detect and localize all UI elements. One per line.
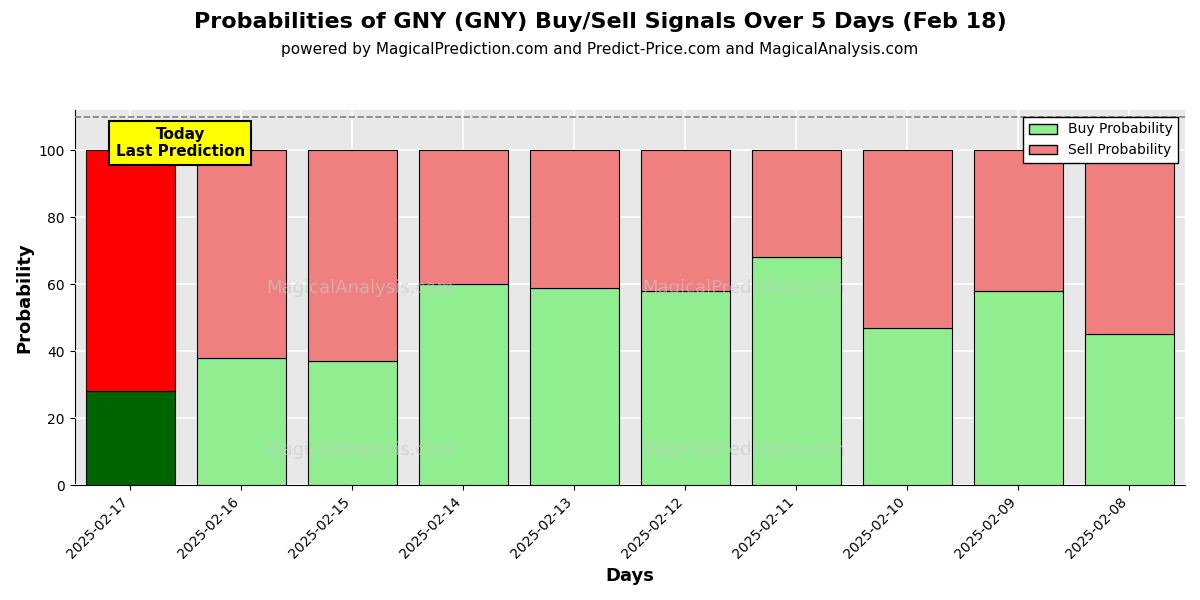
Text: MagicalAnalysis.com: MagicalAnalysis.com [266, 279, 454, 297]
Bar [974, 150, 1063, 291]
Legend: Buy Probability, Sell Probability: Buy Probability, Sell Probability [1024, 117, 1178, 163]
Text: MagicalPrediction.com: MagicalPrediction.com [642, 441, 846, 459]
Bar [530, 287, 619, 485]
Bar [530, 150, 619, 287]
Text: MagicalAnalysis.com: MagicalAnalysis.com [266, 441, 454, 459]
X-axis label: Days: Days [605, 567, 654, 585]
Bar [197, 150, 286, 358]
Text: powered by MagicalPrediction.com and Predict-Price.com and MagicalAnalysis.com: powered by MagicalPrediction.com and Pre… [281, 42, 919, 57]
Bar [197, 358, 286, 485]
Bar [641, 291, 730, 485]
Text: MagicalPrediction.com: MagicalPrediction.com [642, 279, 846, 297]
Bar [85, 391, 174, 485]
Text: Today
Last Prediction: Today Last Prediction [115, 127, 245, 159]
Bar [419, 284, 508, 485]
Bar [85, 150, 174, 391]
Y-axis label: Probability: Probability [16, 242, 34, 353]
Bar [641, 150, 730, 291]
Bar [1085, 150, 1174, 334]
Bar [863, 150, 952, 328]
Bar [308, 361, 397, 485]
Bar [974, 291, 1063, 485]
Bar [752, 150, 841, 257]
Text: Probabilities of GNY (GNY) Buy/Sell Signals Over 5 Days (Feb 18): Probabilities of GNY (GNY) Buy/Sell Sign… [193, 12, 1007, 32]
Bar [752, 257, 841, 485]
Bar [863, 328, 952, 485]
Bar [419, 150, 508, 284]
Bar [1085, 334, 1174, 485]
Bar [308, 150, 397, 361]
